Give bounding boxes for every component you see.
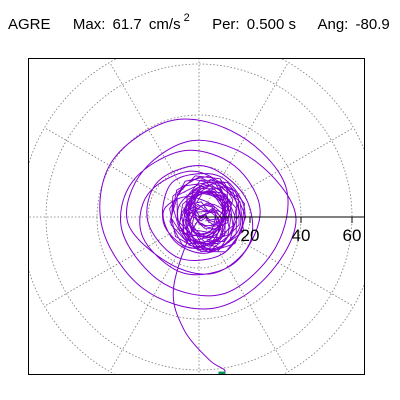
radial-tick-label: 40 bbox=[292, 226, 311, 245]
max-unit-exponent: 2 bbox=[183, 12, 190, 24]
radial-tick-label: 20 bbox=[241, 226, 260, 245]
polar-plot: 20 40 60 bbox=[29, 59, 364, 374]
chart-header: AGRE Max: 61.7 cm/s 2 Per: 0.500 s Ang: -… bbox=[8, 12, 393, 33]
max-value: 61.7 bbox=[112, 16, 142, 33]
radial-tick-label: 60 bbox=[343, 226, 362, 245]
angle-value: -80.9 bbox=[355, 16, 390, 33]
trajectory-core bbox=[169, 175, 247, 253]
station-code: AGRE bbox=[8, 16, 51, 33]
grid-spoke bbox=[44, 127, 200, 218]
grid-spoke bbox=[109, 62, 200, 218]
angle-label: Ang: bbox=[317, 16, 349, 33]
end-marker bbox=[218, 371, 226, 374]
max-label: Max: bbox=[72, 16, 106, 33]
period-value: 0.500 s bbox=[246, 16, 296, 33]
plot-frame: 20 40 60 bbox=[28, 58, 365, 375]
max-unit: cm/s 2 bbox=[148, 12, 190, 33]
period-label: Per: bbox=[212, 16, 240, 33]
